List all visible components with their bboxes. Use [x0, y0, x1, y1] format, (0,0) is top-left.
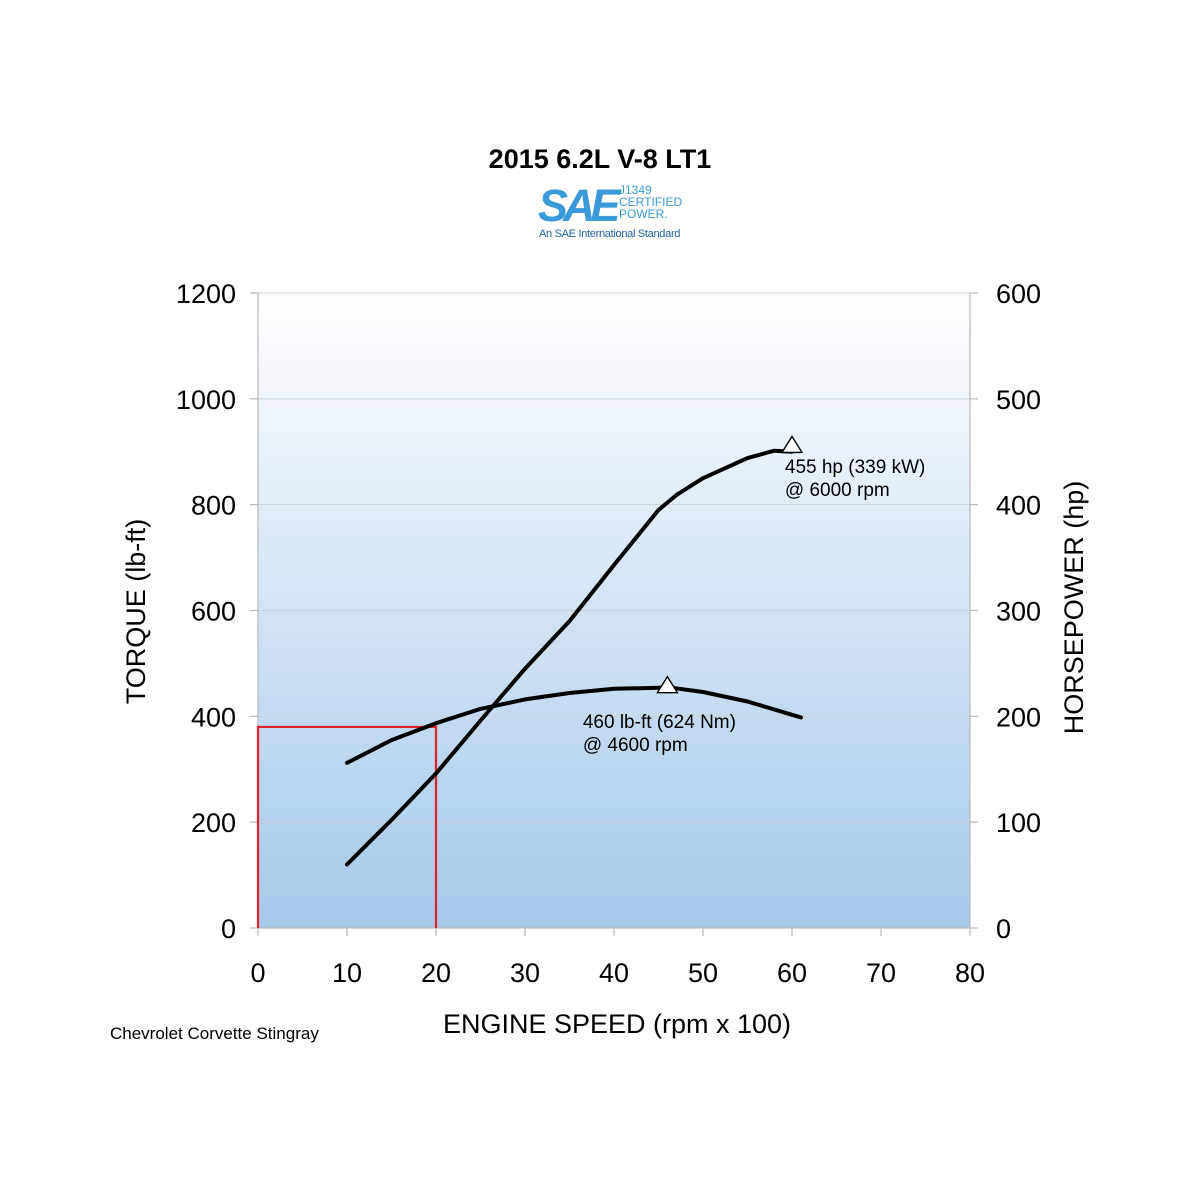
- x-tick-label: 40: [599, 958, 629, 988]
- x-tick-label: 0: [250, 958, 265, 988]
- y-tick-label-right: 400: [996, 491, 1041, 521]
- peak-torque-label: @ 4600 rpm: [583, 735, 688, 756]
- peak-torque-marker: [656, 675, 679, 694]
- y-tick-label-right: 500: [996, 385, 1041, 415]
- chart-title: 2015 6.2L V-8 LT1: [488, 144, 712, 174]
- y-tick-label-right: 200: [996, 702, 1041, 732]
- y-tick-label-left: 1000: [176, 385, 236, 415]
- y-tick-label-left: 200: [191, 808, 236, 838]
- x-tick-label: 60: [777, 958, 807, 988]
- peak-horsepower-label: @ 6000 rpm: [785, 480, 890, 501]
- x-tick-label: 70: [866, 958, 896, 988]
- sae-logo-line-2: CERTIFIED: [619, 195, 683, 209]
- x-tick-label: 10: [332, 958, 362, 988]
- highlight-box: [256, 725, 438, 928]
- y-tick-label-left: 1200: [176, 279, 236, 309]
- peak-torque-label: 460 lb-ft (624 Nm): [583, 712, 736, 733]
- y-tick-label-left: 600: [191, 597, 236, 627]
- sae-logo-side-text: J1349 CERTIFIED POWER.: [619, 184, 682, 220]
- sae-logo-standard: An SAE International Standard: [539, 228, 681, 240]
- y-tick-label-right: 300: [996, 597, 1041, 627]
- x-axis-title: ENGINE SPEED (rpm x 100): [443, 1009, 791, 1039]
- y-tick-label-left: 0: [221, 914, 236, 944]
- sae-certification-logo: SAE J1349 CERTIFIED POWER. An SAE Intern…: [538, 183, 698, 243]
- sae-logo-line-1: J1349: [619, 183, 652, 197]
- peak-horsepower-label: 455 hp (339 kW): [785, 457, 925, 478]
- x-tick-label: 20: [421, 958, 451, 988]
- y-tick-label-left: 800: [191, 491, 236, 521]
- sae-logo-mark: SAE: [538, 180, 621, 231]
- x-tick-label: 30: [510, 958, 540, 988]
- y-tick-label-left: 400: [191, 702, 236, 732]
- y-axis-right-title: HORSEPOWER (hp): [1059, 481, 1089, 735]
- y-tick-label-right: 600: [996, 279, 1041, 309]
- annotation-group: 460 lb-ft (624 Nm)@ 4600 rpm 455 hp (339 …: [583, 457, 925, 756]
- highlight-box-group: [256, 725, 438, 928]
- horsepower-line: [345, 448, 794, 867]
- y-tick-label-right: 100: [996, 808, 1041, 838]
- gridlines: [258, 292, 970, 823]
- marker-group: [656, 435, 804, 694]
- tick-label-group: 0 10 20 30 40 50 60 70 8002004006008001000120001…: [176, 279, 1041, 988]
- peak-horsepower-marker: [780, 435, 804, 454]
- y-axis-left-title: TORQUE (lb-ft): [121, 519, 151, 705]
- x-tick-label: 50: [688, 958, 718, 988]
- sae-logo-line-3: POWER.: [619, 207, 668, 221]
- y-tick-label-right: 0: [996, 914, 1011, 944]
- x-tick-label: 80: [955, 958, 985, 988]
- vehicle-footnote: Chevrolet Corvette Stingray: [110, 1024, 319, 1043]
- series-group: [345, 448, 803, 867]
- torque-line: [345, 685, 803, 765]
